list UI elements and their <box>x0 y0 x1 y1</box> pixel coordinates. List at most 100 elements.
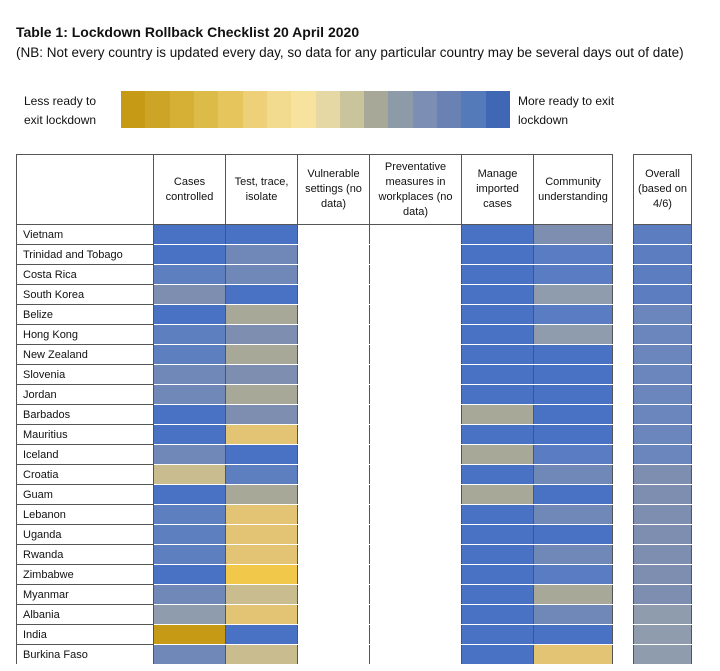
overall-row <box>633 404 692 425</box>
rating-cell <box>297 384 370 405</box>
table-row: Mauritius <box>16 424 613 445</box>
rating-cell <box>461 564 534 585</box>
country-name: Trinidad and Tobago <box>16 244 154 265</box>
rating-cell <box>461 504 534 525</box>
overall-rating-cell <box>633 644 692 664</box>
rating-cell <box>225 344 298 365</box>
table-row: Uganda <box>16 524 613 545</box>
overall-row <box>633 564 692 585</box>
table-row: Hong Kong <box>16 324 613 345</box>
rating-cell <box>225 484 298 505</box>
table-row: India <box>16 624 613 645</box>
rating-cell <box>225 364 298 385</box>
legend-swatch <box>169 91 194 128</box>
rating-cell <box>461 324 534 345</box>
rating-cell <box>153 564 226 585</box>
rating-cell <box>153 544 226 565</box>
rating-cell <box>461 364 534 385</box>
table-row: Costa Rica <box>16 264 613 285</box>
rating-cell <box>225 384 298 405</box>
legend-swatch <box>364 91 389 128</box>
header-community-understanding: Community understanding <box>533 154 613 225</box>
rating-cell <box>297 524 370 545</box>
rating-cell <box>461 644 534 664</box>
header-preventative-measures: Preventative measures in workplaces (no … <box>369 154 462 225</box>
rating-cell <box>225 244 298 265</box>
rating-cell <box>153 484 226 505</box>
rating-cell <box>461 304 534 325</box>
rating-cell <box>461 444 534 465</box>
legend-swatch <box>315 91 340 128</box>
rating-cell <box>533 264 613 285</box>
country-name: Vietnam <box>16 224 154 245</box>
legend-swatch <box>388 91 413 128</box>
overall-row <box>633 544 692 565</box>
rating-cell <box>225 644 298 664</box>
overall-rating-cell <box>633 444 692 465</box>
country-name: Costa Rica <box>16 264 154 285</box>
rating-cell <box>297 644 370 664</box>
rating-cell <box>533 444 613 465</box>
rating-cell <box>225 504 298 525</box>
rating-cell <box>297 284 370 305</box>
rating-cell <box>297 344 370 365</box>
overall-rating-cell <box>633 404 692 425</box>
rating-cell <box>533 304 613 325</box>
legend-swatch <box>121 91 146 128</box>
rating-cell <box>225 224 298 245</box>
header-vulnerable-settings: Vulnerable settings (no data) <box>297 154 370 225</box>
rating-cell <box>461 404 534 425</box>
overall-rating-cell <box>633 424 692 445</box>
country-name: Slovenia <box>16 364 154 385</box>
rating-cell <box>297 544 370 565</box>
country-name: Belize <box>16 304 154 325</box>
rating-cell <box>533 624 613 645</box>
table-row: Rwanda <box>16 544 613 565</box>
legend-swatch <box>485 91 510 128</box>
table-row: Jordan <box>16 384 613 405</box>
rating-cell <box>297 304 370 325</box>
overall-table: Overall (based on 4/6) <box>633 154 692 664</box>
rating-cell <box>533 224 613 245</box>
table-row: Guam <box>16 484 613 505</box>
overall-row <box>633 364 692 385</box>
table-header-row: Cases controlled Test, trace, isolate Vu… <box>16 154 613 225</box>
rating-cell <box>153 304 226 325</box>
rating-cell <box>369 384 462 405</box>
rating-cell <box>153 404 226 425</box>
rating-cell <box>297 624 370 645</box>
rating-cell <box>369 524 462 545</box>
rating-cell <box>225 264 298 285</box>
rating-cell <box>369 364 462 385</box>
table-row: Burkina Faso <box>16 644 613 664</box>
rating-cell <box>533 244 613 265</box>
overall-row <box>633 424 692 445</box>
table-row: Iceland <box>16 444 613 465</box>
rating-cell <box>225 584 298 605</box>
table-row: Albania <box>16 604 613 625</box>
rating-cell <box>461 244 534 265</box>
overall-row <box>633 644 692 664</box>
overall-rating-cell <box>633 504 692 525</box>
overall-row <box>633 304 692 325</box>
rating-cell <box>153 584 226 605</box>
rating-cell <box>533 584 613 605</box>
page-title: Table 1: Lockdown Rollback Checklist 20 … <box>16 24 360 40</box>
rating-cell <box>297 244 370 265</box>
overall-row <box>633 584 692 605</box>
country-name: Lebanon <box>16 504 154 525</box>
rating-cell <box>533 604 613 625</box>
rating-cell <box>153 444 226 465</box>
header-overall: Overall (based on 4/6) <box>633 154 692 225</box>
rating-cell <box>153 344 226 365</box>
rating-cell <box>461 484 534 505</box>
rating-cell <box>369 624 462 645</box>
table-row: Trinidad and Tobago <box>16 244 613 265</box>
overall-rating-cell <box>633 524 692 545</box>
rating-cell <box>153 524 226 545</box>
rating-cell <box>533 564 613 585</box>
rating-cell <box>369 404 462 425</box>
rating-cell <box>297 444 370 465</box>
rating-cell <box>369 544 462 565</box>
country-name: Mauritius <box>16 424 154 445</box>
